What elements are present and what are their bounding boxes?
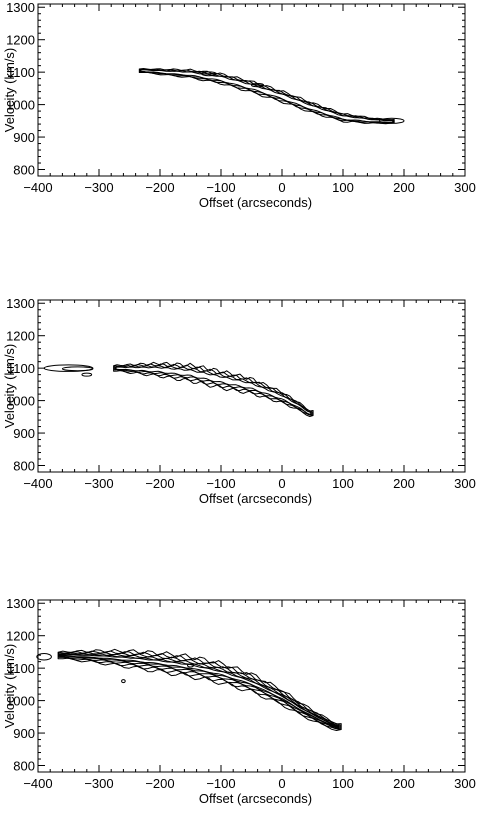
x-axis-title: Offset (arcseconds) (199, 491, 312, 506)
y-tick-label: 1200 (6, 629, 35, 644)
x-axis-title: Offset (arcseconds) (199, 195, 312, 210)
contour-level (140, 69, 394, 124)
x-tick-label: 0 (278, 180, 285, 195)
y-axis-title: Velocity (km/s) (2, 48, 17, 133)
contour-blob (200, 71, 217, 77)
y-tick-label: 1000 (6, 694, 35, 709)
contour-blob (121, 679, 126, 684)
y-tick-label: 800 (13, 459, 35, 474)
y-tick-label: 1200 (6, 33, 35, 48)
x-tick-label: −400 (23, 776, 52, 791)
plot-frame (37, 299, 466, 473)
y-tick-label: 1100 (7, 65, 35, 80)
x-tick-label: 0 (278, 476, 285, 491)
x-tick-label: −100 (206, 776, 235, 791)
x-axis-title: Offset (arcseconds) (199, 791, 312, 806)
x-tick-label: 100 (332, 476, 354, 491)
y-axis-title: Velocity (km/s) (2, 644, 17, 729)
y-tick-label: 900 (13, 726, 35, 741)
x-tick-label: 300 (454, 180, 476, 195)
x-tick-label: −200 (145, 180, 174, 195)
y-tick-label: 900 (13, 426, 35, 441)
x-tick-label: 100 (332, 776, 354, 791)
y-tick-label: 1100 (7, 361, 35, 376)
x-tick-label: −100 (206, 180, 235, 195)
x-tick-label: 200 (393, 476, 415, 491)
contour-level (140, 69, 394, 123)
x-tick-label: −300 (84, 476, 113, 491)
y-tick-label: 1200 (6, 329, 35, 344)
y-tick-label: 1100 (7, 661, 35, 676)
contour-level (60, 653, 340, 729)
pv-diagram-bottom: −400 −300 −200 −100 0 100 200 300 800 900 1000 1100… (2, 596, 476, 806)
contour-level (113, 361, 314, 417)
y-tick-label: 1000 (6, 394, 35, 409)
x-tick-label: 300 (454, 776, 476, 791)
x-tick-label: 200 (393, 180, 415, 195)
x-tick-label: −200 (145, 776, 174, 791)
contour-blob (36, 653, 52, 661)
x-tick-label: −300 (84, 776, 113, 791)
y-tick-label: 800 (13, 759, 35, 774)
y-tick-label: 1300 (6, 296, 35, 311)
contour-blob (81, 372, 93, 377)
x-tick-label: 300 (454, 476, 476, 491)
y-tick-label: 1300 (6, 0, 35, 15)
x-tick-label: 200 (393, 776, 415, 791)
contour-blob (61, 366, 94, 372)
contour-blob (186, 663, 195, 668)
contour-blob (251, 83, 265, 88)
pv-diagram-middle: −400 −300 −200 −100 0 100 200 300 800 900 1000 1100… (2, 296, 476, 506)
plot-frame (37, 599, 466, 773)
x-tick-label: 100 (332, 180, 354, 195)
x-tick-label: 0 (278, 776, 285, 791)
x-tick-label: −400 (23, 180, 52, 195)
x-tick-label: −100 (206, 476, 235, 491)
x-tick-label: −200 (145, 476, 174, 491)
pv-diagram-top: −400 −300 −200 −100 0 100 200 300 800 900 1000 1100… (2, 0, 476, 210)
x-tick-label: −300 (84, 180, 113, 195)
y-axis-title: Velocity (km/s) (2, 344, 17, 429)
y-tick-label: 1000 (6, 98, 35, 113)
contour-level (61, 654, 339, 729)
x-tick-label: −400 (23, 476, 52, 491)
y-tick-label: 800 (13, 163, 35, 178)
contour-level (115, 365, 312, 416)
contour-level (57, 648, 342, 731)
contour-level (138, 68, 395, 125)
y-tick-label: 900 (13, 130, 35, 145)
contour-level (115, 366, 312, 415)
contour-level (58, 650, 341, 730)
contour-blob (379, 117, 405, 124)
y-tick-label: 1300 (6, 596, 35, 611)
plot-frame (37, 3, 466, 177)
contour-level (60, 653, 339, 729)
